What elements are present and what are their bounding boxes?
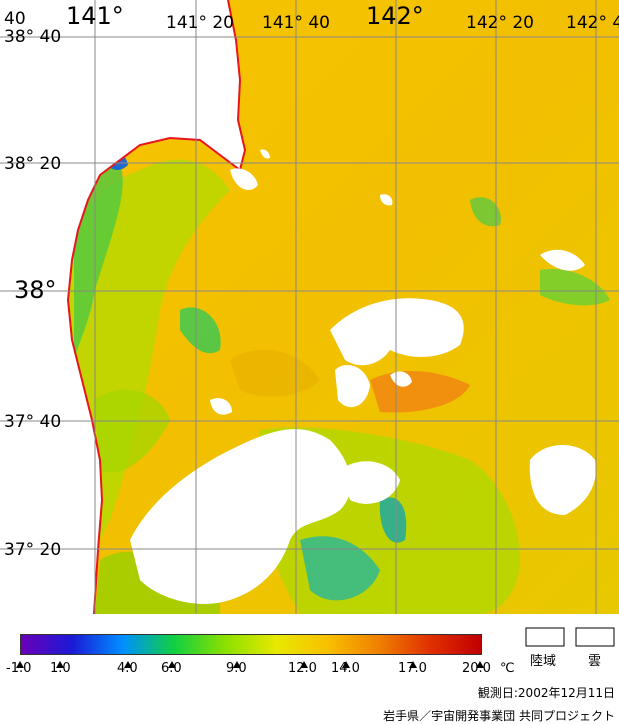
tick-marker bbox=[300, 661, 308, 668]
lat-label-37-40: 37° 40 bbox=[4, 412, 61, 432]
tick-marker bbox=[476, 661, 484, 668]
lon-label-141-40: 141° 40 bbox=[262, 13, 330, 33]
credit-text: 岩手県／宇宙開発事業団 共同プロジェクト bbox=[383, 709, 615, 723]
legend-key: 陸域 雲 bbox=[525, 627, 615, 669]
legend-tick-label: 14.0 bbox=[331, 661, 360, 676]
tick-marker bbox=[16, 661, 24, 668]
tick-marker bbox=[168, 661, 176, 668]
legend-tick-label: 4.0 bbox=[117, 661, 138, 676]
land-area bbox=[0, 0, 245, 614]
land-key-label: 陸域 bbox=[530, 653, 556, 669]
corner-label: 40 bbox=[4, 9, 26, 29]
cloud-key-label: 雲 bbox=[588, 654, 601, 669]
legend-tick-label: 9.0 bbox=[226, 661, 247, 676]
lat-label-38-20: 38° 20 bbox=[4, 154, 61, 174]
legend-tick-label: -1.0 bbox=[6, 661, 31, 676]
lon-label-141: 141° bbox=[66, 2, 124, 30]
legend-unit: ℃ bbox=[500, 661, 515, 676]
tick-marker bbox=[124, 661, 132, 668]
longitude-labels: 141° 141° 20 141° 40 142° 142° 20 142° 4 bbox=[66, 2, 619, 33]
lon-label-142: 142° bbox=[366, 2, 424, 30]
land-key-swatch bbox=[525, 627, 565, 647]
legend-tick-label: 20.0 bbox=[462, 661, 491, 676]
lat-label-38-40: 38° 40 bbox=[4, 27, 61, 47]
tick-marker bbox=[342, 661, 350, 668]
latitude-labels: 40 38° 40 38° 20 38° 37° 40 37° 20 bbox=[4, 9, 61, 560]
temperature-color-scale bbox=[20, 634, 482, 655]
lat-label-37-20: 37° 20 bbox=[4, 540, 61, 560]
legend-tick-label: 12.0 bbox=[288, 661, 317, 676]
lon-label-141-20: 141° 20 bbox=[166, 13, 234, 33]
legend-tick-label: 6.0 bbox=[161, 661, 182, 676]
tick-marker bbox=[233, 661, 241, 668]
legend-ticks: -1.0 1.0 4.0 6.0 9.0 12.0 14.0 17.0 20.0… bbox=[6, 661, 515, 676]
lon-label-142-20: 142° 20 bbox=[466, 13, 534, 33]
legend-tick-label: 17.0 bbox=[398, 661, 427, 676]
cloud-key-swatch bbox=[575, 627, 615, 647]
tick-marker bbox=[409, 661, 417, 668]
lon-label-142-40: 142° 4 bbox=[566, 13, 619, 33]
tick-marker bbox=[56, 661, 64, 668]
graticule bbox=[0, 0, 619, 614]
lat-label-38: 38° bbox=[14, 276, 57, 304]
legend-tick-label: 1.0 bbox=[50, 661, 71, 676]
observation-date: 観測日:2002年12月11日 bbox=[477, 686, 615, 700]
